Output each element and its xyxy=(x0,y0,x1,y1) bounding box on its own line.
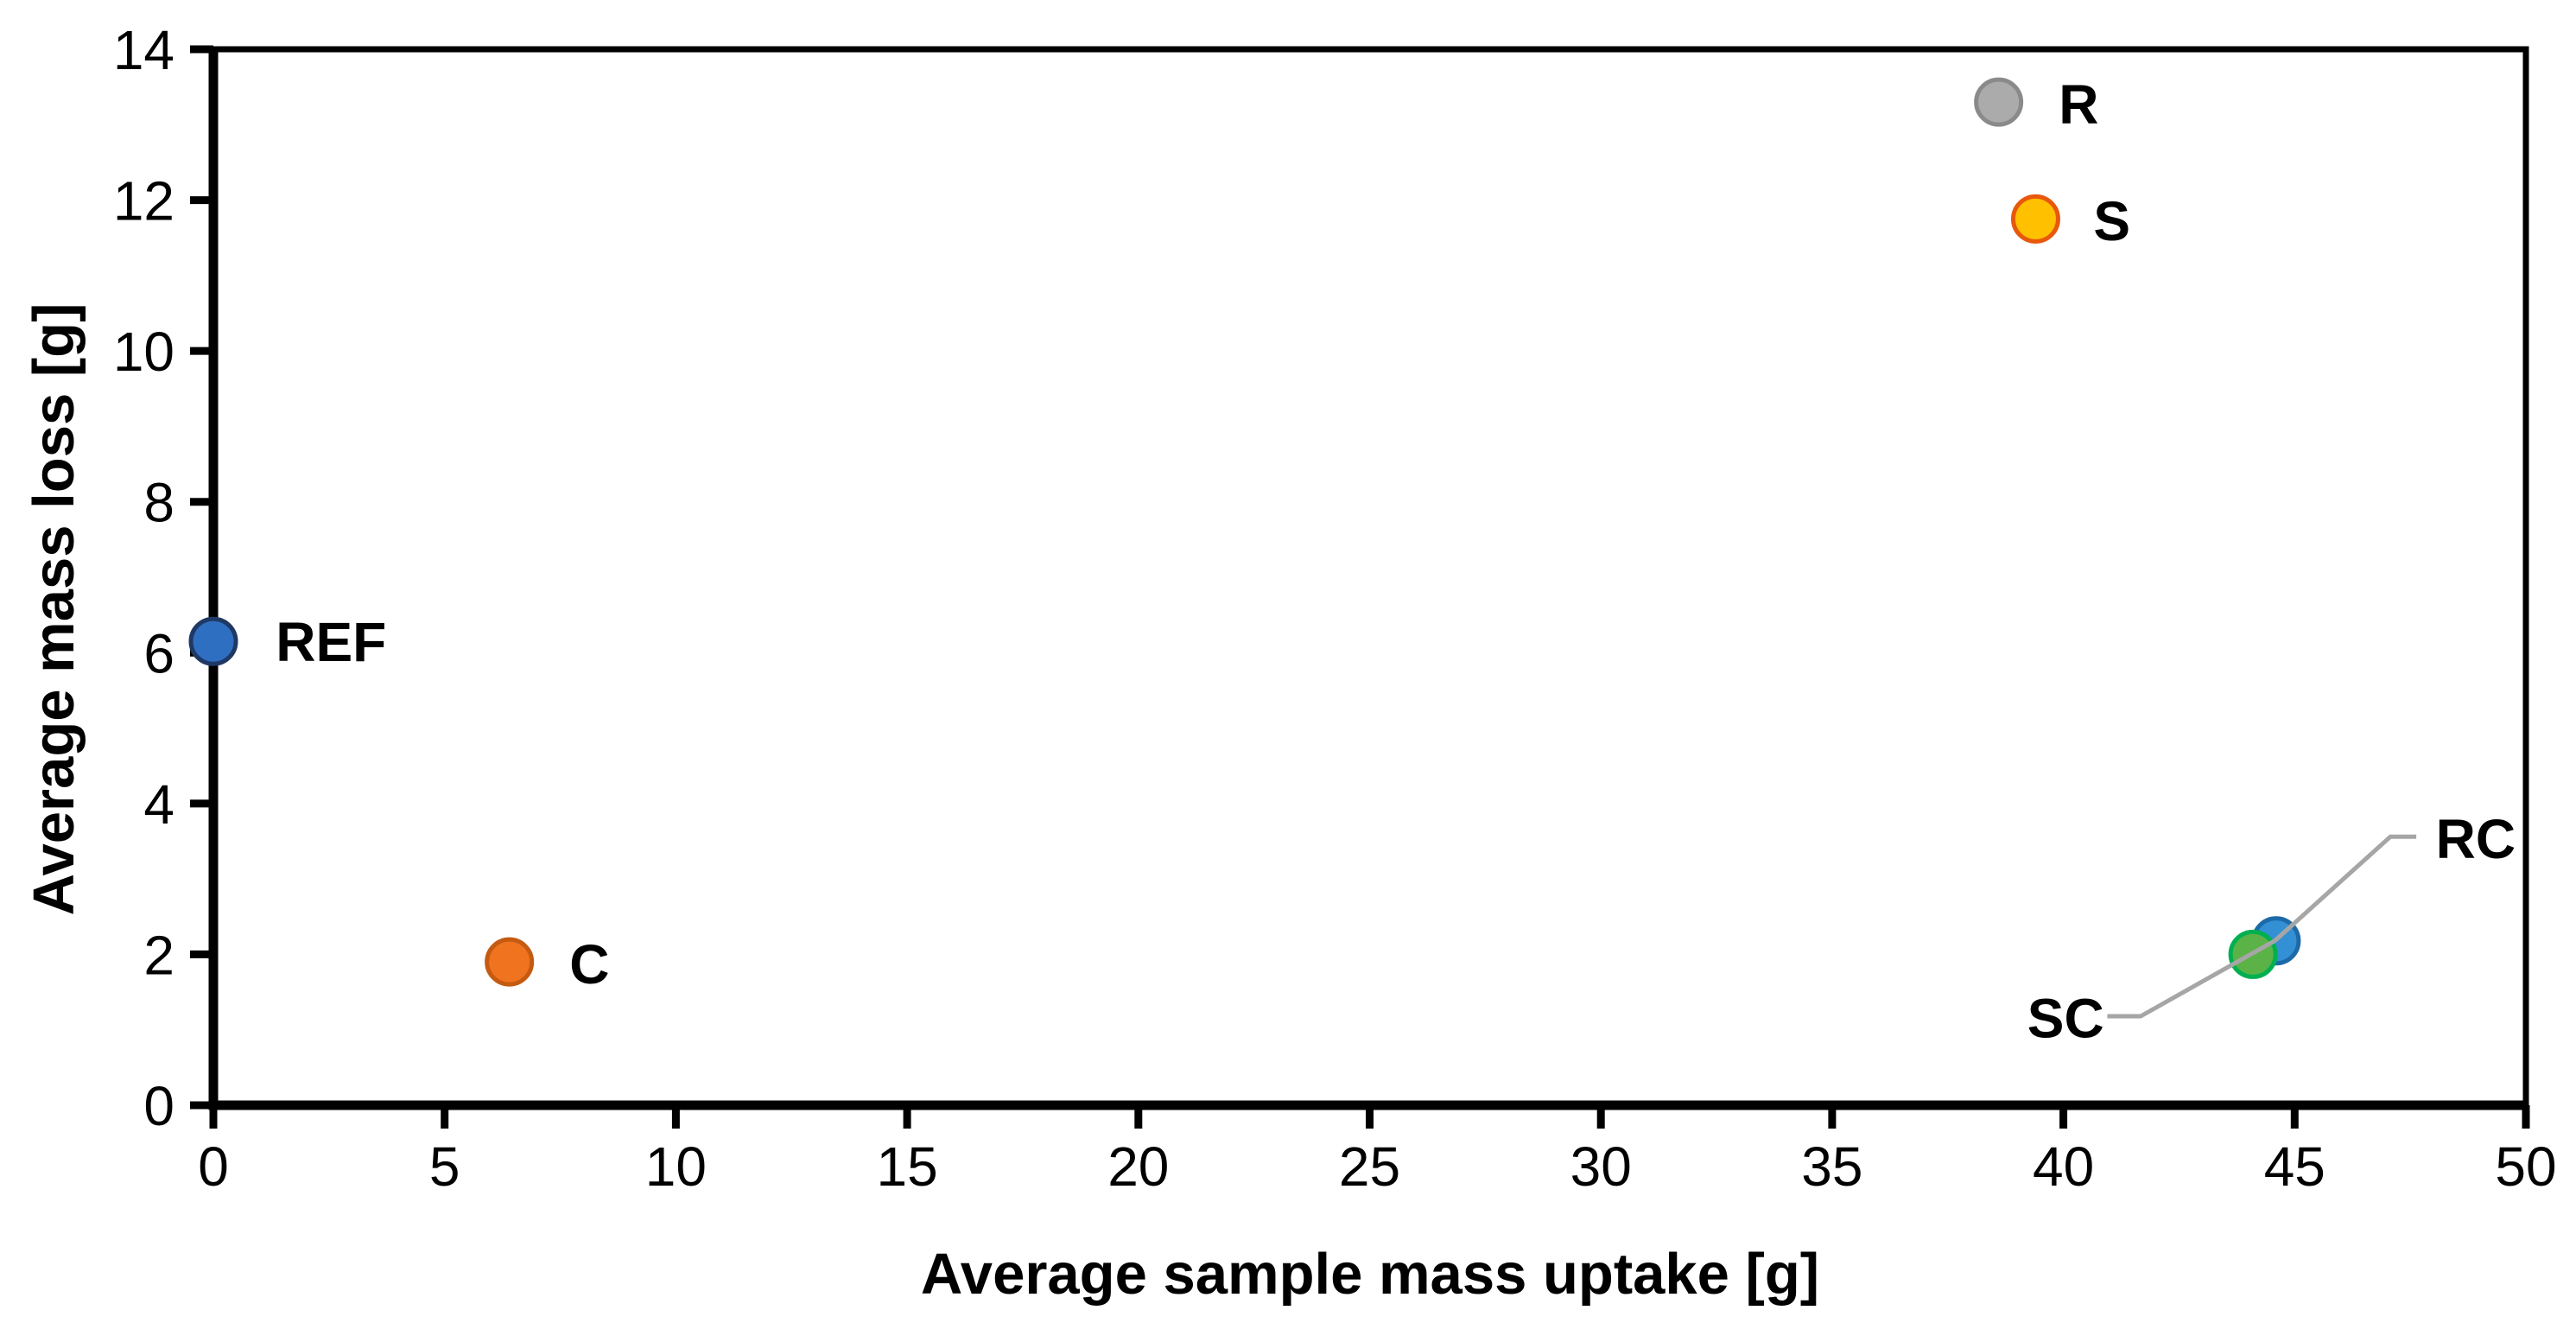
point-label-c: C xyxy=(569,933,609,995)
y-tick-label: 4 xyxy=(143,773,174,836)
y-tick-label: 8 xyxy=(143,472,174,534)
data-point-s xyxy=(2010,194,2060,244)
point-labels: REF C RS RC SC xyxy=(276,73,2516,1050)
point-label-sc: SC xyxy=(2027,988,2104,1050)
y-tick-label: 6 xyxy=(143,622,174,684)
x-tick-label: 25 xyxy=(1339,1135,1400,1198)
y-axis-title: Average mass loss [g] xyxy=(22,303,86,916)
leader-lines xyxy=(2107,834,2417,1019)
y-tick-label: 2 xyxy=(143,924,174,986)
x-tick-label: 40 xyxy=(2033,1135,2094,1198)
point-label-ref: REF xyxy=(276,611,386,673)
x-tick-label: 10 xyxy=(645,1135,707,1198)
leader-line-rc xyxy=(2273,834,2417,943)
x-tick-label: 0 xyxy=(198,1135,229,1198)
x-tick-label: 30 xyxy=(1570,1135,1632,1198)
x-tick-label: 50 xyxy=(2495,1135,2556,1198)
data-point-ref xyxy=(188,616,238,666)
x-axis-title: Average sample mass uptake [g] xyxy=(921,1242,1819,1307)
y-tick-label: 14 xyxy=(113,19,174,81)
y-tick-label: 12 xyxy=(113,170,174,232)
point-label-s: S xyxy=(2093,190,2130,252)
y-tick-label: 0 xyxy=(143,1075,174,1137)
x-tick-label: 35 xyxy=(1801,1135,1862,1198)
y-tick-label: 10 xyxy=(113,321,174,383)
x-tick-label: 20 xyxy=(1107,1135,1169,1198)
data-point-r xyxy=(1974,77,2024,127)
leader-line-sc xyxy=(2107,938,2276,1019)
x-tick-label: 45 xyxy=(2264,1135,2325,1198)
plot-border-top-right xyxy=(210,46,2529,1105)
tick-labels: 0 5 10 15 20 25 30 35 40 45 50 0 2 4 6 8 10 12 14 xyxy=(113,19,2557,1198)
point-label-rc: RC xyxy=(2436,808,2516,870)
x-tick-label: 15 xyxy=(877,1135,938,1198)
data-point-c xyxy=(485,937,535,987)
x-tick-label: 5 xyxy=(429,1135,460,1198)
point-label-r: R xyxy=(2059,73,2098,136)
data-points xyxy=(188,77,2301,987)
plot-area xyxy=(213,49,2526,1105)
